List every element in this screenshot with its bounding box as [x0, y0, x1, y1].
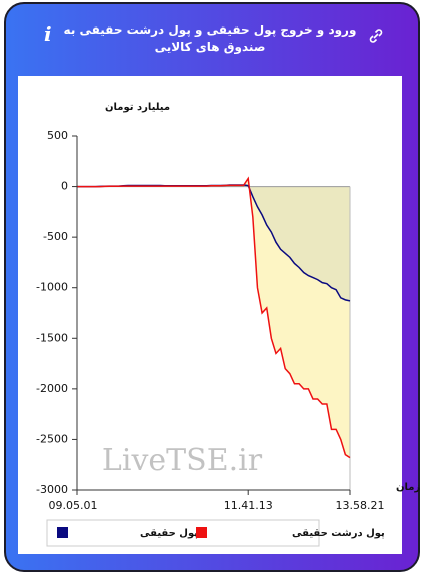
y-tick-label: -1500 [36, 331, 68, 344]
watermark: LiveTSE.ir [102, 443, 263, 478]
info-icon[interactable]: i [44, 22, 52, 46]
legend-box [46, 519, 320, 547]
y-tick-label: -2000 [36, 382, 68, 395]
chart-title: ورود و خروج پول حقیقی و پول درشت حقیقی ب… [63, 23, 357, 54]
x-tick-label: 09.05.01 [49, 499, 98, 512]
area-fill [77, 185, 350, 301]
y-tick-label: -500 [43, 230, 68, 243]
x-tick-label: 13.58.21 [336, 499, 385, 512]
area-fill [77, 178, 350, 458]
legend-label: پول حقیقی [140, 528, 198, 539]
y-axis-label: میلیارد تومان [105, 102, 170, 113]
x-axis-label: زمان [396, 482, 420, 493]
legend-label: پول درشت حقیقی [292, 528, 385, 539]
y-tick-label: 500 [47, 129, 68, 142]
x-tick-label: 11.41.13 [224, 499, 273, 512]
link-icon[interactable] [368, 28, 384, 44]
y-tick-label: -2500 [36, 432, 68, 445]
y-tick-label: 0 [61, 180, 68, 193]
legend-swatch [57, 527, 68, 538]
y-tick-label: -1000 [36, 281, 68, 294]
legend-swatch [196, 527, 207, 538]
card [4, 2, 420, 572]
series-line [77, 176, 351, 459]
y-tick-label: -3000 [36, 483, 68, 496]
